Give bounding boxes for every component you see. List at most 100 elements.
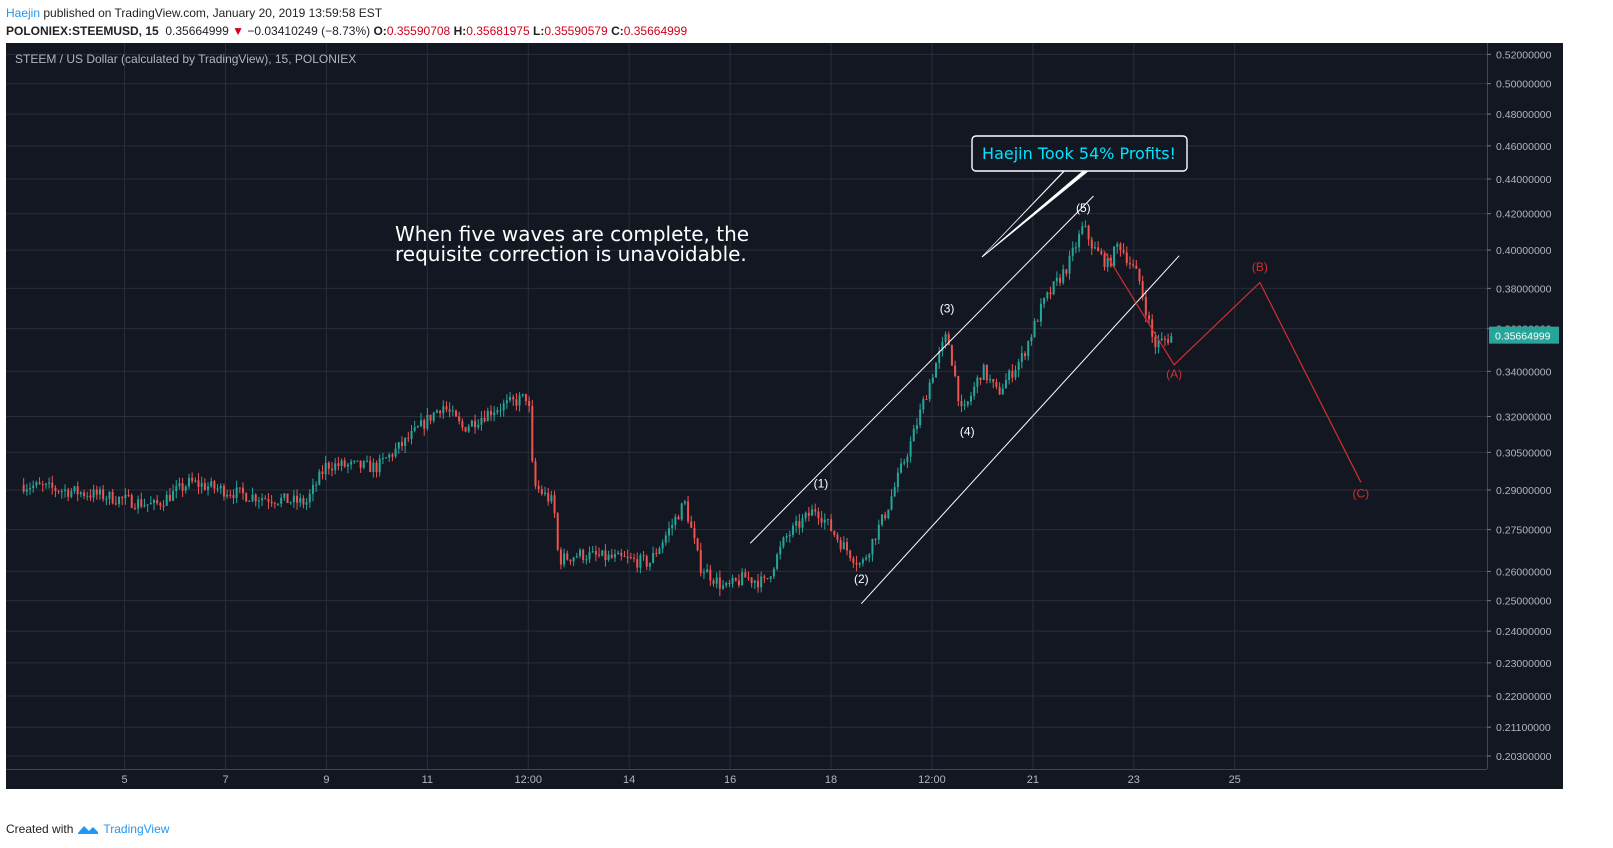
candle	[162, 499, 165, 512]
note-line-1[interactable]: When five waves are complete, the	[395, 222, 749, 246]
candle	[509, 391, 512, 403]
close-label: C:	[611, 24, 624, 38]
projection-label: (C)	[1353, 487, 1370, 501]
candle	[127, 489, 130, 498]
candle	[766, 578, 769, 580]
candle	[871, 538, 874, 562]
candle	[25, 483, 28, 496]
candle	[925, 394, 928, 401]
candle	[655, 548, 658, 558]
candle	[400, 436, 403, 451]
candle-series	[22, 220, 1173, 597]
y-tick-label: 0.32000000	[1496, 412, 1552, 424]
price-axis[interactable]: 0.52000000 0.50000000 0.48000000 0.46000000…	[1487, 43, 1563, 789]
candle	[540, 485, 543, 496]
channel-upper-line[interactable]	[749, 195, 1094, 544]
candle	[340, 458, 343, 472]
candle	[1100, 248, 1103, 256]
candle	[35, 480, 38, 489]
candle	[315, 481, 318, 493]
y-tick-label: 0.50000000	[1496, 79, 1552, 91]
note-line-2[interactable]: requisite correction is unavoidable.	[395, 242, 747, 266]
y-tick-label: 0.40000000	[1496, 245, 1552, 257]
candle	[534, 457, 537, 489]
callout-pointer-fill	[985, 169, 1085, 254]
candle	[722, 580, 725, 590]
candle	[976, 375, 979, 394]
tradingview-brand-link[interactable]: TradingView	[103, 822, 170, 836]
candle	[718, 570, 721, 597]
candle	[1036, 318, 1039, 323]
candle	[410, 425, 413, 445]
y-tick-label: 0.52000000	[1496, 49, 1552, 61]
abc-projection-line[interactable]	[1102, 249, 1362, 483]
candle	[1071, 241, 1074, 262]
candle	[912, 424, 915, 442]
candle	[518, 392, 521, 412]
candle	[604, 544, 607, 567]
candle	[448, 402, 451, 418]
candle	[811, 504, 814, 516]
candle	[935, 362, 938, 378]
author-link[interactable]: Haejin	[6, 6, 41, 20]
candle	[620, 548, 623, 561]
callout-box	[971, 135, 1188, 172]
candle	[165, 491, 168, 507]
wave-label: (2)	[854, 572, 869, 586]
candle	[747, 571, 750, 581]
candle	[346, 462, 349, 474]
candle	[702, 568, 705, 580]
candle	[130, 493, 133, 509]
candle	[731, 574, 734, 588]
candle	[537, 480, 540, 493]
candle	[814, 503, 817, 516]
price-chart[interactable]: (1) (2) (3) (4) (5) (A) (B) (C) When five waves …	[6, 43, 1563, 789]
x-tick-label: 7	[222, 774, 228, 786]
candle	[353, 460, 356, 464]
candle	[1068, 250, 1071, 280]
wave-label: (5)	[1076, 201, 1091, 215]
candle	[311, 478, 314, 502]
candle	[1052, 281, 1055, 296]
channel-lower-line[interactable]	[860, 255, 1180, 605]
time-axis[interactable]: 5 7 9 11 12:00 14 16 18 12:00 21 23 25	[6, 769, 1563, 789]
candle	[890, 488, 893, 511]
profit-callout[interactable]: Haejin Took 54% Profits!	[971, 135, 1188, 258]
candle	[486, 407, 489, 422]
candle	[343, 457, 346, 468]
candle	[950, 344, 953, 366]
candle	[1163, 335, 1166, 347]
candle	[426, 407, 429, 431]
candle	[254, 493, 257, 507]
candle	[938, 346, 941, 369]
y-tick-label: 0.25000000	[1496, 596, 1552, 608]
candle	[235, 480, 238, 504]
candle	[159, 501, 162, 510]
candle	[1074, 242, 1077, 254]
candle	[203, 478, 206, 491]
candle	[931, 373, 934, 384]
candle	[544, 486, 547, 497]
candle	[232, 489, 235, 505]
candle	[1128, 256, 1131, 270]
candle	[1081, 221, 1084, 236]
x-tick-label: 5	[122, 774, 128, 786]
candle	[41, 480, 44, 492]
candle	[753, 579, 756, 590]
candle	[327, 461, 330, 475]
candle	[175, 479, 178, 499]
candle	[451, 405, 454, 417]
low-label: L:	[532, 24, 545, 38]
candle	[1113, 245, 1116, 268]
candle	[276, 503, 279, 507]
candle	[779, 541, 782, 560]
candle	[445, 401, 448, 413]
candle	[1160, 332, 1163, 342]
candle	[1039, 298, 1042, 327]
candle	[149, 496, 152, 505]
candle	[683, 499, 686, 506]
quote-line: POLONIEX:STEEMUSD, 15 0.35664999 ▼ −0.03…	[6, 22, 687, 40]
candle	[1122, 243, 1125, 255]
candle	[200, 476, 203, 494]
candle	[1125, 246, 1128, 267]
